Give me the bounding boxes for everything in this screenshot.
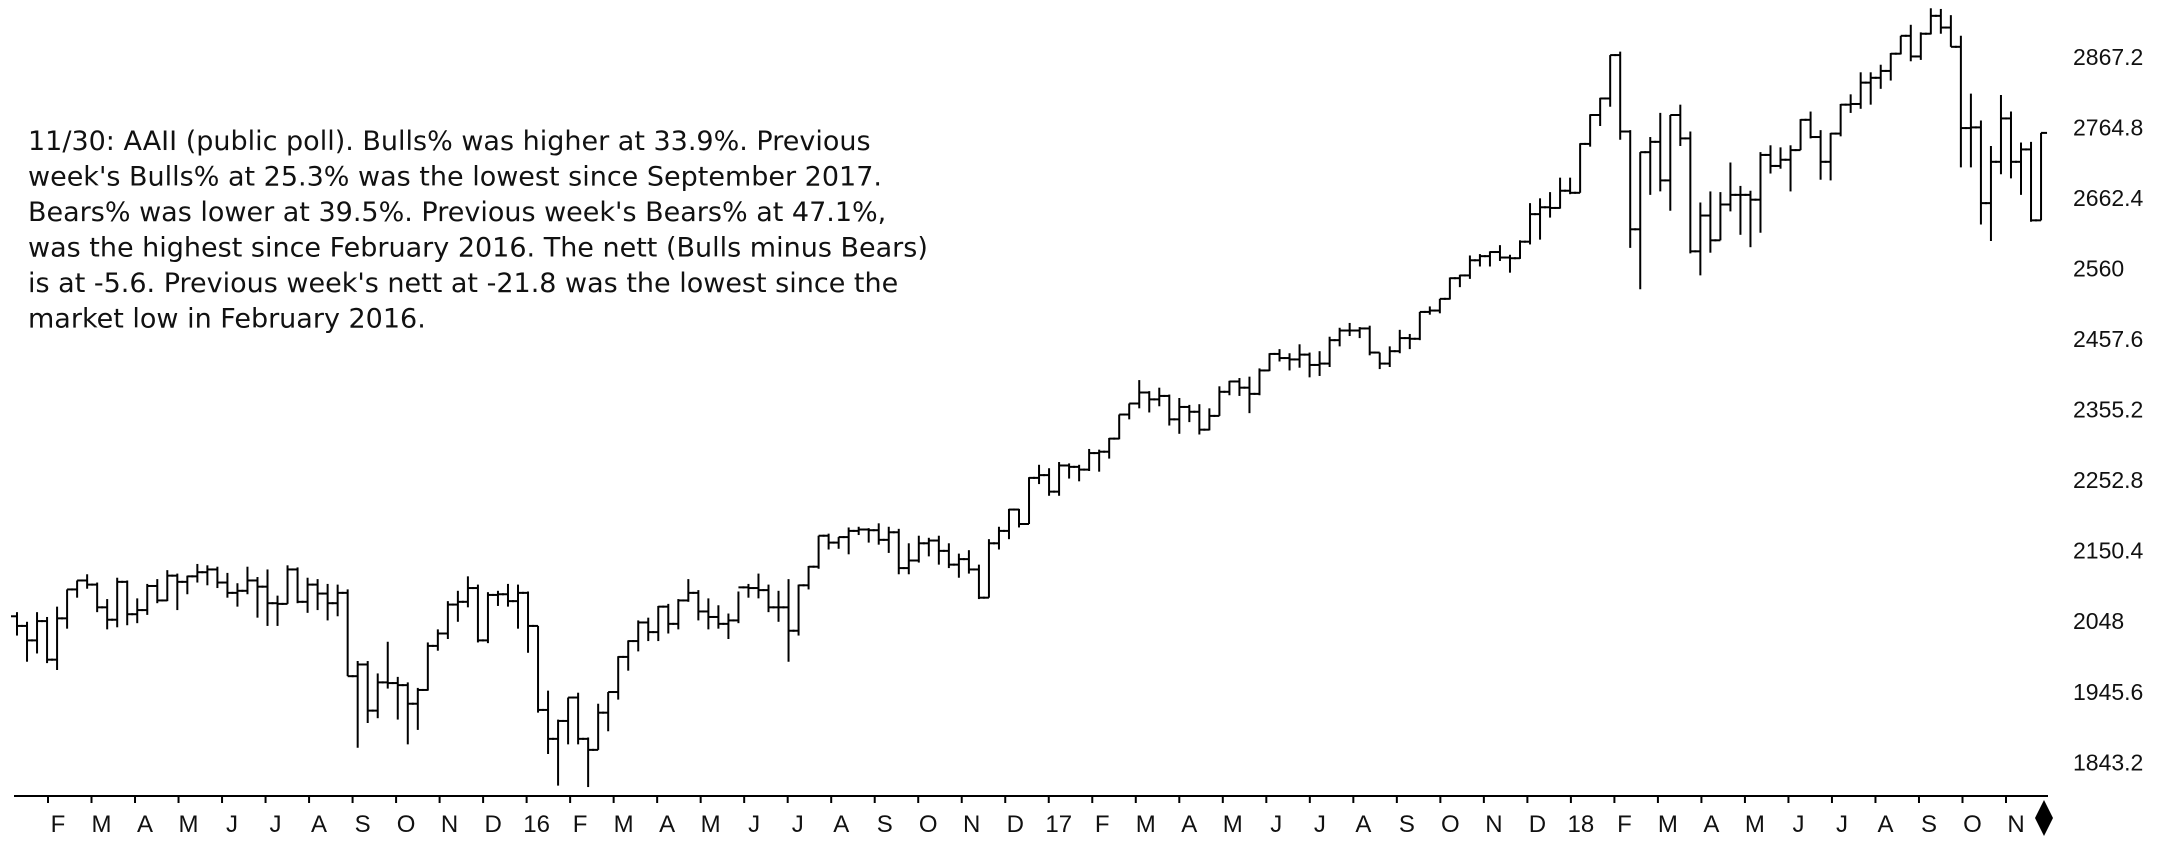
x-tick-label: F	[1617, 811, 1632, 838]
x-tick-label: S	[1399, 811, 1415, 838]
y-tick-label: 1843.2	[2073, 749, 2143, 775]
x-tick-label: D	[1529, 811, 1546, 838]
x-tick-label: D	[1007, 811, 1024, 838]
y-tick-label: 2048	[2073, 608, 2124, 634]
x-tick-label: M	[614, 811, 634, 838]
y-tick-label: 1945.6	[2073, 679, 2143, 705]
x-tick-label: F	[573, 811, 588, 838]
x-tick-label: M	[1136, 811, 1156, 838]
x-tick-label: A	[833, 811, 849, 838]
annotation-line: Bears% was lower at 39.5%. Previous week…	[28, 197, 886, 228]
x-tick-label: O	[397, 811, 416, 838]
x-tick-label: J	[226, 811, 238, 838]
y-tick-label: 2457.6	[2073, 326, 2143, 352]
x-tick-label: M	[179, 811, 199, 838]
x-tick-label: 16	[523, 811, 550, 838]
y-tick-label: 2252.8	[2073, 467, 2143, 493]
annotation-line: week's Bulls% at 25.3% was the lowest si…	[28, 162, 882, 193]
x-tick-label: J	[1314, 811, 1326, 838]
x-tick-label: S	[877, 811, 893, 838]
x-tick-label: A	[1877, 811, 1893, 838]
x-tick-label: S	[355, 811, 371, 838]
x-tick-label: F	[1095, 811, 1110, 838]
x-tick-label: J	[270, 811, 282, 838]
x-tick-label: N	[2007, 811, 2024, 838]
x-tick-label: S	[1921, 811, 1937, 838]
y-tick-label: 2662.4	[2073, 185, 2144, 211]
y-tick-label: 2150.4	[2073, 538, 2144, 564]
y-tick-label: 2560	[2073, 256, 2124, 282]
x-tick-label: A	[1703, 811, 1719, 838]
x-tick-label: A	[1181, 811, 1197, 838]
x-tick-label: J	[792, 811, 804, 838]
x-tick-label: M	[92, 811, 112, 838]
x-tick-label: N	[1485, 811, 1502, 838]
y-tick-label: 2867.2	[2073, 44, 2143, 70]
x-tick-label: M	[701, 811, 721, 838]
x-tick-label: O	[1441, 811, 1460, 838]
x-tick-label: M	[1658, 811, 1678, 838]
x-tick-label: O	[1963, 811, 1982, 838]
x-tick-label: J	[748, 811, 760, 838]
x-tick-label: D	[484, 811, 501, 838]
x-tick-label: N	[963, 811, 980, 838]
x-tick-label: F	[51, 811, 66, 838]
annotation-line: market low in February 2016.	[28, 304, 426, 335]
annotation-line: was the highest since February 2016. The…	[28, 233, 928, 264]
x-tick-label: N	[441, 811, 458, 838]
x-tick-label: M	[1745, 811, 1765, 838]
x-tick-label: J	[1270, 811, 1282, 838]
annotation-line: 11/30: AAII (public poll). Bulls% was hi…	[28, 126, 871, 157]
x-tick-label: 17	[1045, 811, 1072, 838]
x-tick-label: A	[1355, 811, 1371, 838]
annotation: 11/30: AAII (public poll). Bulls% was hi…	[28, 126, 928, 335]
x-tick-label: A	[659, 811, 675, 838]
end-marker	[2035, 800, 2053, 836]
x-tick-label: J	[1792, 811, 1804, 838]
x-tick-label: M	[1223, 811, 1243, 838]
annotation-line: is at -5.6. Previous week's nett at -21.…	[28, 268, 898, 299]
x-tick-label: A	[137, 811, 153, 838]
x-tick-label: 18	[1568, 811, 1595, 838]
y-tick-label: 2764.8	[2073, 115, 2143, 141]
x-tick-label: A	[311, 811, 327, 838]
x-tick-label: J	[1836, 811, 1848, 838]
y-tick-label: 2355.2	[2073, 397, 2143, 423]
x-tick-label: O	[919, 811, 938, 838]
